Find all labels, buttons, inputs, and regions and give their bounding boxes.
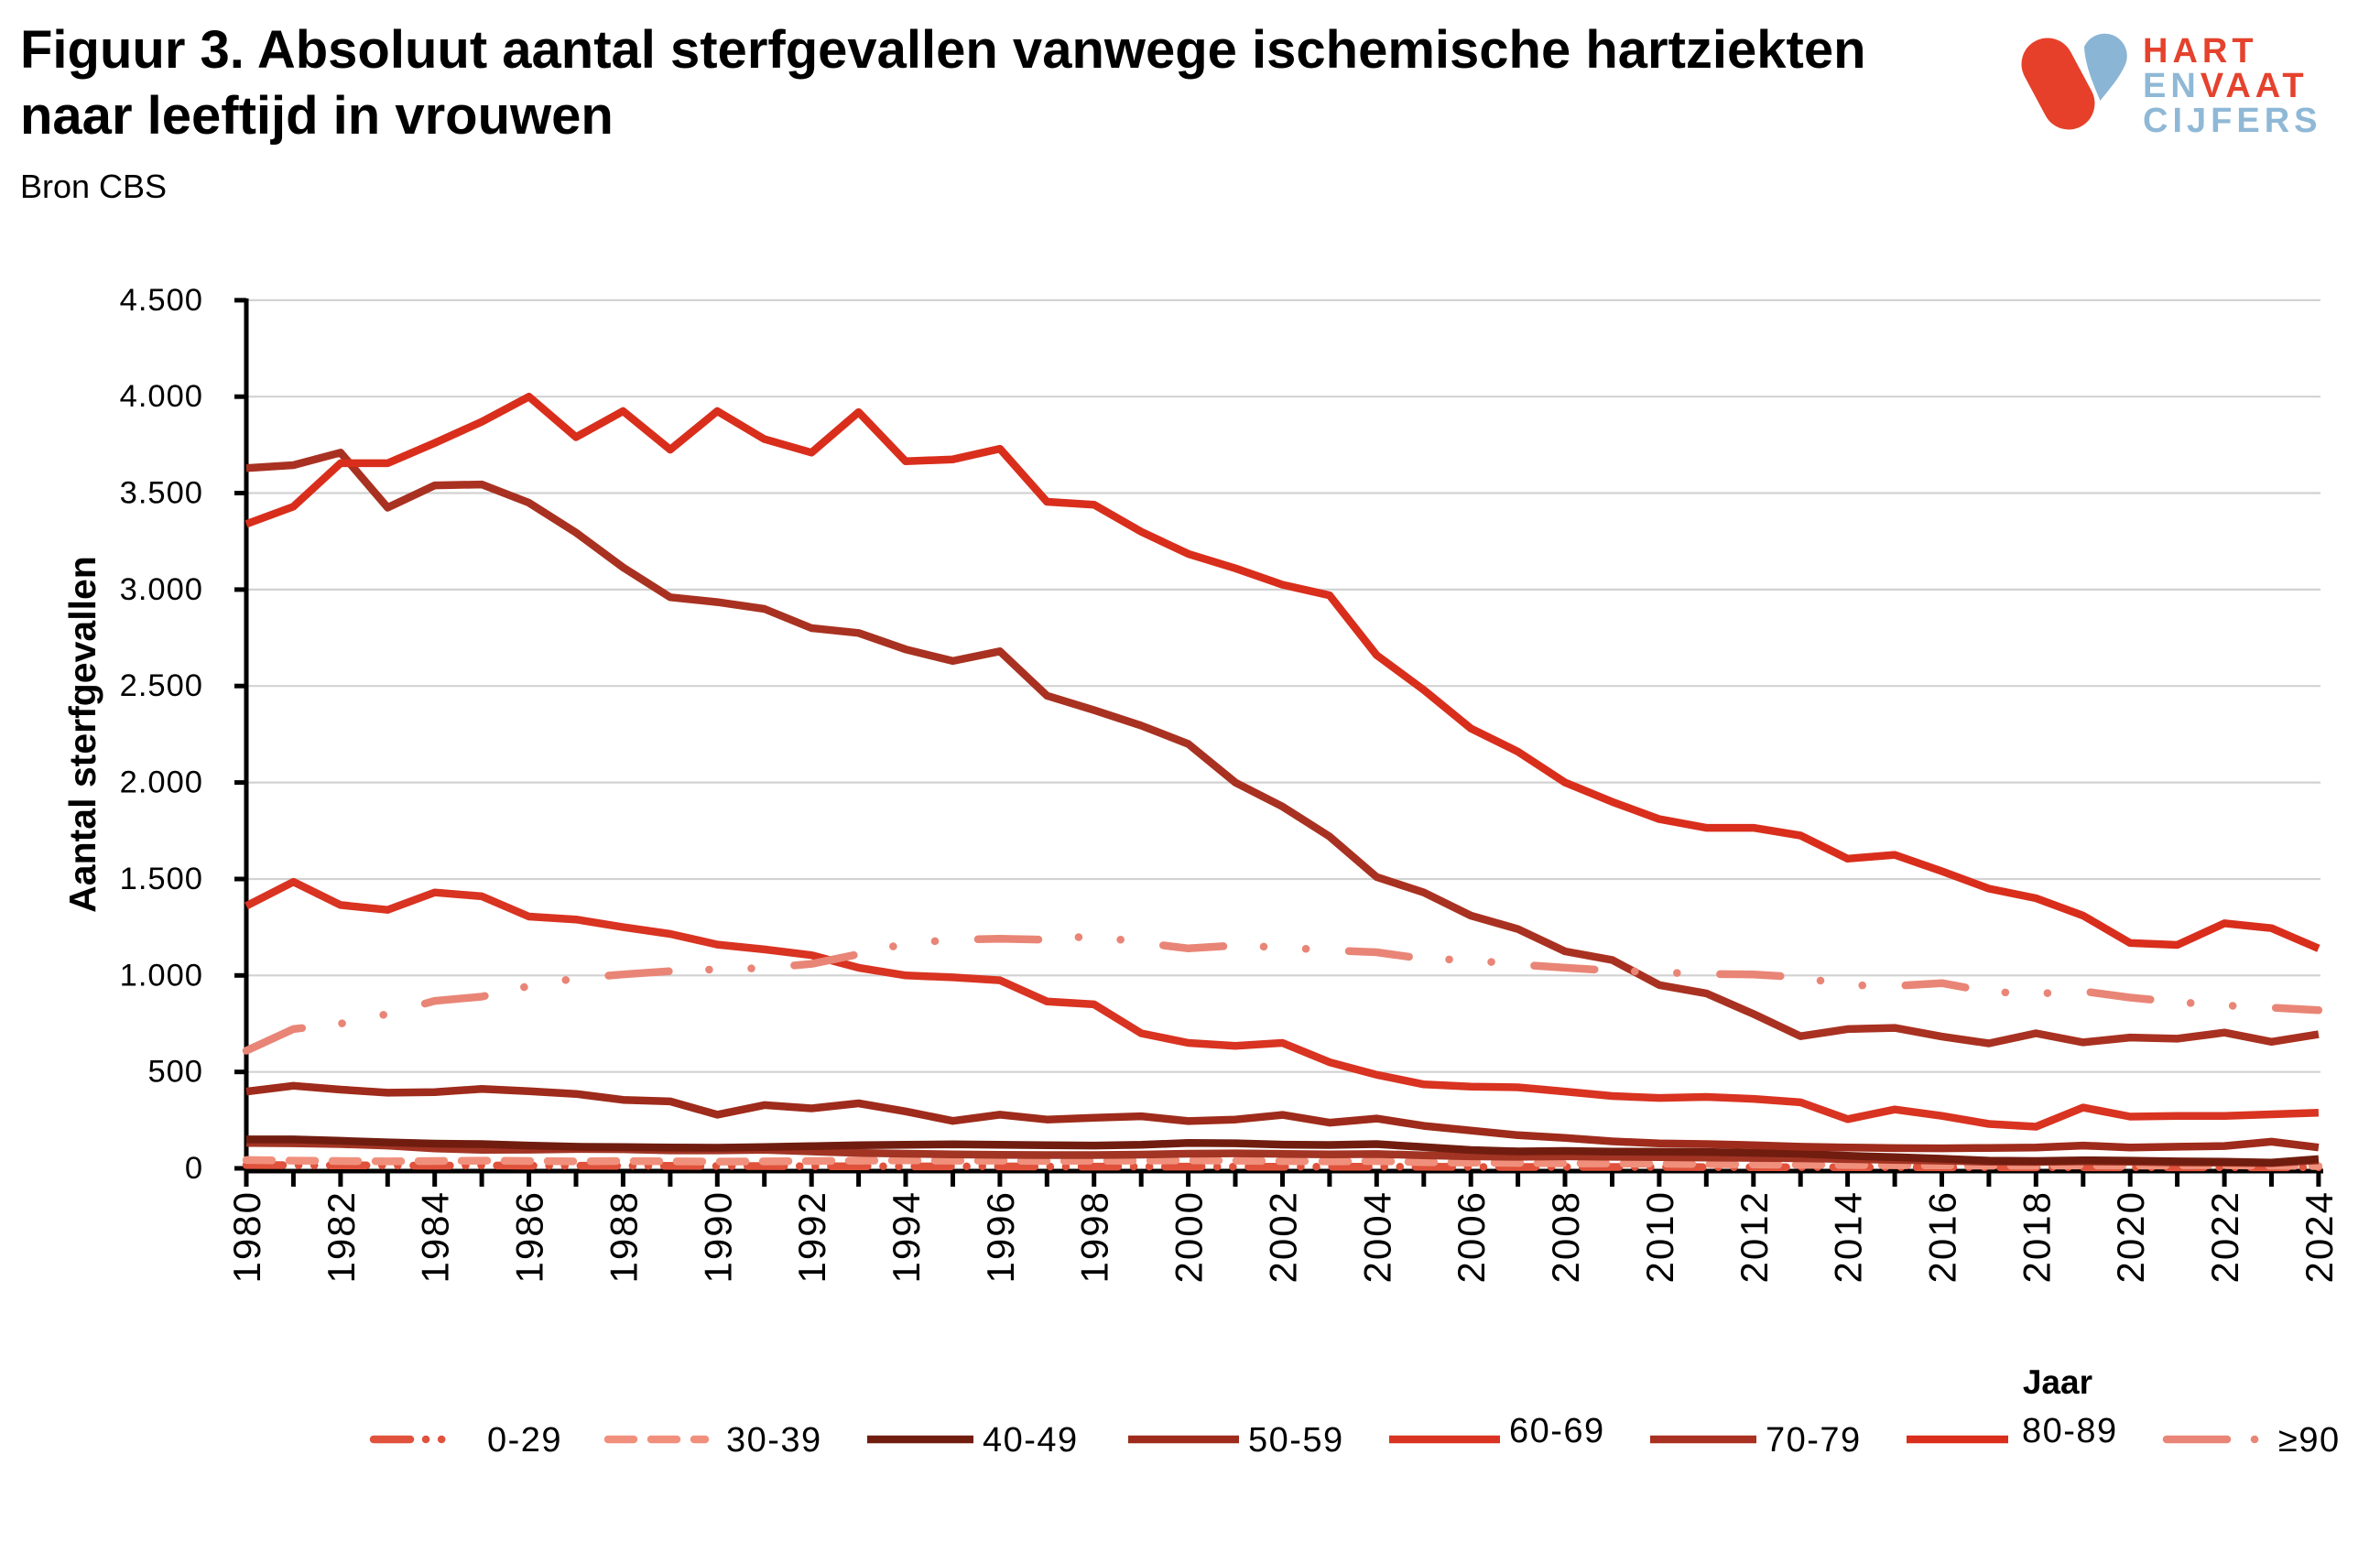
- svg-text:Jaar: Jaar: [2023, 1363, 2092, 1401]
- svg-text:500: 500: [147, 1055, 203, 1090]
- svg-text:2020: 2020: [2109, 1190, 2152, 1283]
- svg-text:0: 0: [185, 1151, 203, 1186]
- svg-text:1984: 1984: [414, 1190, 457, 1283]
- svg-text:1992: 1992: [790, 1190, 833, 1283]
- svg-text:2004: 2004: [1355, 1190, 1398, 1283]
- svg-text:70-79: 70-79: [1766, 1421, 1862, 1460]
- svg-text:Figuur 3. Absoluut aantal ster: Figuur 3. Absoluut aantal sterfgevallen …: [20, 20, 1866, 80]
- svg-text:2006: 2006: [1450, 1190, 1493, 1283]
- svg-text:80-89: 80-89: [2022, 1412, 2118, 1450]
- svg-text:30-39: 30-39: [726, 1421, 822, 1460]
- svg-text:Bron CBS: Bron CBS: [20, 168, 167, 205]
- svg-text:naar leeftijd in vrouwen: naar leeftijd in vrouwen: [20, 86, 614, 146]
- svg-text:1980: 1980: [225, 1190, 268, 1283]
- svg-text:1988: 1988: [602, 1190, 645, 1283]
- svg-text:2024: 2024: [2298, 1190, 2341, 1283]
- svg-text:CIJFERS: CIJFERS: [2143, 102, 2321, 140]
- svg-text:50-59: 50-59: [1248, 1421, 1344, 1460]
- svg-text:2010: 2010: [1638, 1190, 1681, 1283]
- svg-text:2012: 2012: [1733, 1190, 1776, 1283]
- svg-text:1986: 1986: [508, 1190, 551, 1283]
- svg-text:1996: 1996: [979, 1190, 1022, 1283]
- svg-text:2.500: 2.500: [120, 668, 203, 703]
- svg-text:0-29: 0-29: [487, 1421, 562, 1460]
- svg-text:40-49: 40-49: [983, 1421, 1079, 1460]
- svg-text:4.500: 4.500: [120, 283, 203, 318]
- svg-text:1998: 1998: [1073, 1190, 1116, 1283]
- svg-text:2002: 2002: [1262, 1190, 1305, 1283]
- svg-text:2018: 2018: [2015, 1190, 2058, 1283]
- svg-text:2008: 2008: [1544, 1190, 1587, 1283]
- svg-text:1.000: 1.000: [120, 958, 203, 993]
- svg-text:3.500: 3.500: [120, 476, 203, 511]
- svg-text:3.000: 3.000: [120, 572, 203, 607]
- svg-text:2000: 2000: [1168, 1190, 1211, 1283]
- svg-text:2016: 2016: [1921, 1190, 1964, 1283]
- svg-text:1990: 1990: [696, 1190, 739, 1283]
- svg-text:Aantal sterfgevallen: Aantal sterfgevallen: [61, 556, 103, 913]
- svg-text:2.000: 2.000: [120, 765, 203, 800]
- svg-text:1982: 1982: [320, 1190, 363, 1283]
- svg-text:1994: 1994: [885, 1190, 928, 1283]
- svg-text:4.000: 4.000: [120, 379, 203, 414]
- svg-text:HART: HART: [2143, 32, 2258, 71]
- svg-text:≥90: ≥90: [2278, 1421, 2341, 1460]
- svg-text:2014: 2014: [1827, 1190, 1870, 1283]
- svg-text:ENVAAT: ENVAAT: [2143, 67, 2309, 105]
- svg-text:60-69: 60-69: [1509, 1412, 1605, 1450]
- svg-text:1.500: 1.500: [120, 862, 203, 896]
- svg-text:2022: 2022: [2203, 1190, 2246, 1283]
